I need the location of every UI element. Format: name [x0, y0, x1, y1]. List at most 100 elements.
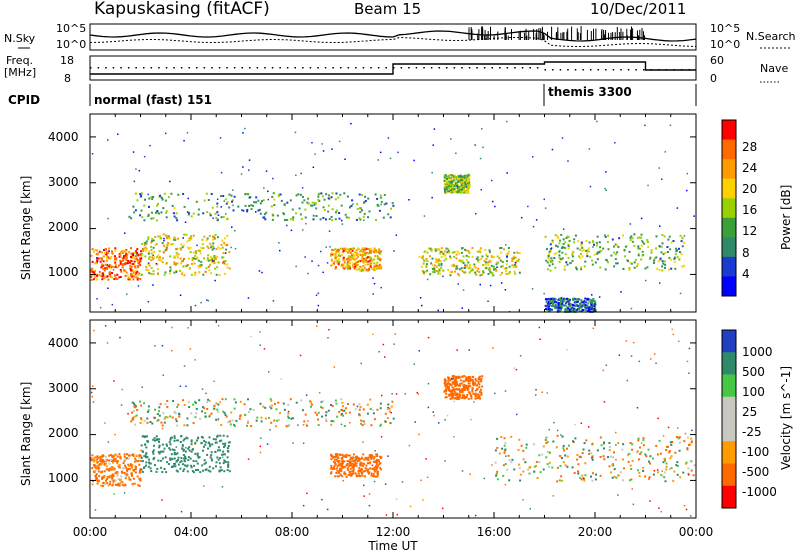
power-cell-2-163 [134, 192, 137, 195]
vel-cell-5-32 [652, 457, 654, 460]
xtick-5: 20:00 [578, 525, 613, 539]
vel-speckle-23 [588, 426, 590, 428]
power-cell-3-209 [330, 258, 333, 261]
power-cell-3-255 [347, 267, 350, 270]
power-speckle-86 [605, 171, 607, 173]
vel-cell-4-117 [444, 381, 446, 384]
power-cell-7-246 [576, 308, 579, 311]
vel-cbar-band-0 [722, 330, 736, 353]
power-cell-7-1 [574, 305, 577, 308]
power-cell-3-243 [330, 252, 333, 255]
power-speckle-170 [598, 296, 601, 298]
power-cell-4-142 [487, 273, 490, 275]
power-speckle-109 [107, 287, 109, 289]
vel-cell-5-85 [527, 468, 530, 471]
power-cell-4-40 [479, 258, 482, 261]
nave-dot [476, 67, 478, 69]
vel-cell-4-61 [461, 396, 464, 399]
vel-cell-3-60 [330, 467, 333, 470]
power-cell-1-254 [206, 257, 209, 260]
vel-cell-1-203 [141, 470, 144, 473]
vel-cell-2-81 [174, 412, 177, 415]
vel-cell-3-211 [359, 464, 362, 467]
vel-cell-2-31 [300, 399, 303, 402]
power-cell-6-84 [599, 266, 602, 269]
power-cell-7-227 [593, 299, 596, 302]
vel-cell-0-136 [124, 464, 126, 467]
power-cell-6-220 [550, 260, 553, 263]
power-cell-3-10 [365, 251, 368, 254]
vel-cell-1-10 [162, 450, 165, 453]
power-cell-4-228 [440, 262, 443, 265]
power-cell-3-231 [368, 269, 371, 271]
power-cell-3-234 [330, 254, 332, 257]
power-cell-4-206 [476, 269, 479, 272]
vel-cell-2-106 [190, 412, 193, 415]
vel-cell-3-182 [330, 464, 333, 467]
power-cell-5-197 [459, 186, 462, 189]
power-ytick-1000: 1000 [48, 265, 79, 279]
vel-cell-3-137 [366, 462, 369, 465]
power-cell-7-250 [562, 299, 565, 302]
power-cell-6-65 [571, 250, 574, 253]
power-cell-2-95 [283, 213, 285, 216]
power-cell-7-225 [547, 303, 550, 306]
vel-cell-2-188 [287, 415, 290, 418]
power-cell-1-231 [165, 262, 168, 265]
vel-speckle-45 [515, 368, 518, 371]
power-cell-6-225 [678, 251, 681, 254]
power-cell-5-42 [446, 190, 449, 193]
vel-cell-0-221 [106, 482, 109, 485]
power-cell-0-236 [103, 251, 106, 254]
power-cell-1-35 [147, 263, 150, 266]
vel-cell-2-137 [310, 405, 312, 408]
power-cell-5-29 [463, 174, 466, 177]
power-cell-7-171 [547, 307, 550, 310]
power-cell-1-193 [173, 256, 176, 259]
power-speckle-61 [431, 171, 433, 174]
vel-speckle-83 [161, 499, 163, 501]
power-cell-7-197 [571, 310, 574, 312]
power-cell-3-147 [362, 251, 365, 254]
power-cell-1-207 [167, 241, 169, 244]
vel-cell-4-84 [480, 391, 483, 394]
power-cell-4-191 [499, 274, 502, 276]
vel-cell-3-190 [351, 460, 354, 463]
vel-cell-4-142 [450, 392, 453, 395]
vel-speckle-115 [175, 446, 178, 448]
power-speckle-52 [241, 209, 243, 211]
power-cell-6-199 [580, 244, 583, 247]
vel-cell-2-193 [372, 412, 375, 415]
vel-cell-0-238 [103, 470, 106, 473]
vel-cell-3-121 [341, 475, 344, 478]
vel-cell-1-101 [170, 453, 173, 456]
vel-cell-1-134 [187, 459, 190, 462]
vel-cell-5-216 [608, 449, 611, 452]
power-cell-1-179 [188, 267, 191, 270]
power-cell-6-102 [630, 262, 633, 265]
power-cell-0-66 [125, 258, 128, 261]
power-cell-2-77 [207, 199, 210, 201]
power-cell-2-159 [358, 207, 361, 210]
vel-speckle-140 [672, 333, 674, 336]
nave-dot [650, 69, 653, 71]
vel-speckle-213 [444, 460, 446, 462]
power-cell-7-253 [562, 304, 565, 307]
power-cell-1-40 [226, 234, 229, 237]
power-cell-6-174 [628, 267, 631, 270]
power-speckle-16 [505, 244, 507, 246]
vel-cell-5-144 [599, 436, 602, 439]
power-cell-7-130 [564, 308, 567, 310]
power-cell-5-222 [467, 185, 470, 188]
power-cell-7-90 [567, 298, 569, 301]
power-cell-2-224 [368, 210, 371, 213]
power-cell-1-239 [174, 263, 177, 266]
power-cell-4-123 [477, 267, 480, 270]
power-speckle-31 [230, 246, 232, 249]
power-cell-1-21 [169, 266, 172, 269]
vel-cell-2-187 [192, 403, 195, 406]
vel-cell-5-74 [660, 473, 663, 476]
vel-cell-2-197 [387, 406, 389, 409]
xtick-2: 08:00 [275, 525, 310, 539]
vel-cell-2-48 [387, 403, 390, 406]
